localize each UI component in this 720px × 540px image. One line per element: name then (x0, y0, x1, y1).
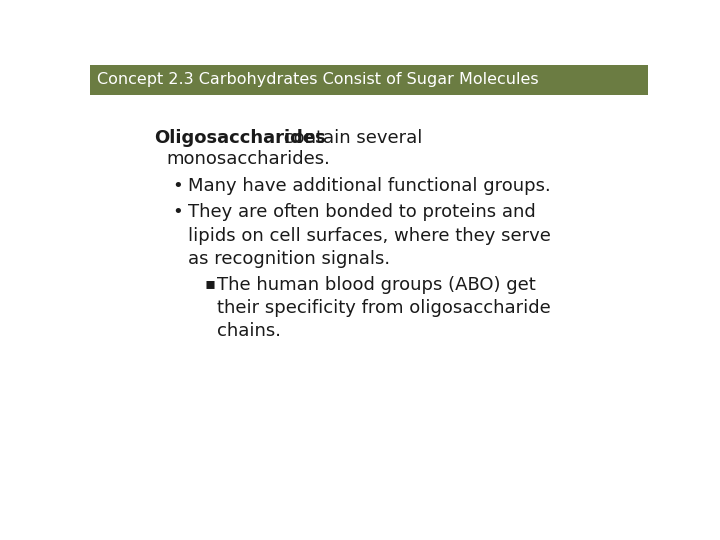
Text: •: • (173, 203, 184, 221)
Bar (90, 65, 648, 94)
Text: their specificity from oligosaccharide: their specificity from oligosaccharide (217, 299, 551, 317)
Text: ▪: ▪ (204, 275, 215, 291)
Text: •: • (173, 178, 184, 195)
Text: lipids on cell surfaces, where they serve: lipids on cell surfaces, where they serv… (188, 226, 551, 245)
Text: The human blood groups (ABO) get: The human blood groups (ABO) get (217, 275, 536, 294)
Text: chains.: chains. (217, 322, 282, 340)
Text: Many have additional functional groups.: Many have additional functional groups. (188, 178, 550, 195)
Text: monosaccharides.: monosaccharides. (166, 150, 330, 168)
Text: Oligosaccharides: Oligosaccharides (154, 129, 326, 147)
Text: They are often bonded to proteins and: They are often bonded to proteins and (188, 203, 536, 221)
Text: as recognition signals.: as recognition signals. (188, 250, 390, 268)
Text: Concept 2.3 Carbohydrates Consist of Sugar Molecules: Concept 2.3 Carbohydrates Consist of Sug… (96, 72, 539, 87)
Text: contain several: contain several (278, 129, 423, 147)
